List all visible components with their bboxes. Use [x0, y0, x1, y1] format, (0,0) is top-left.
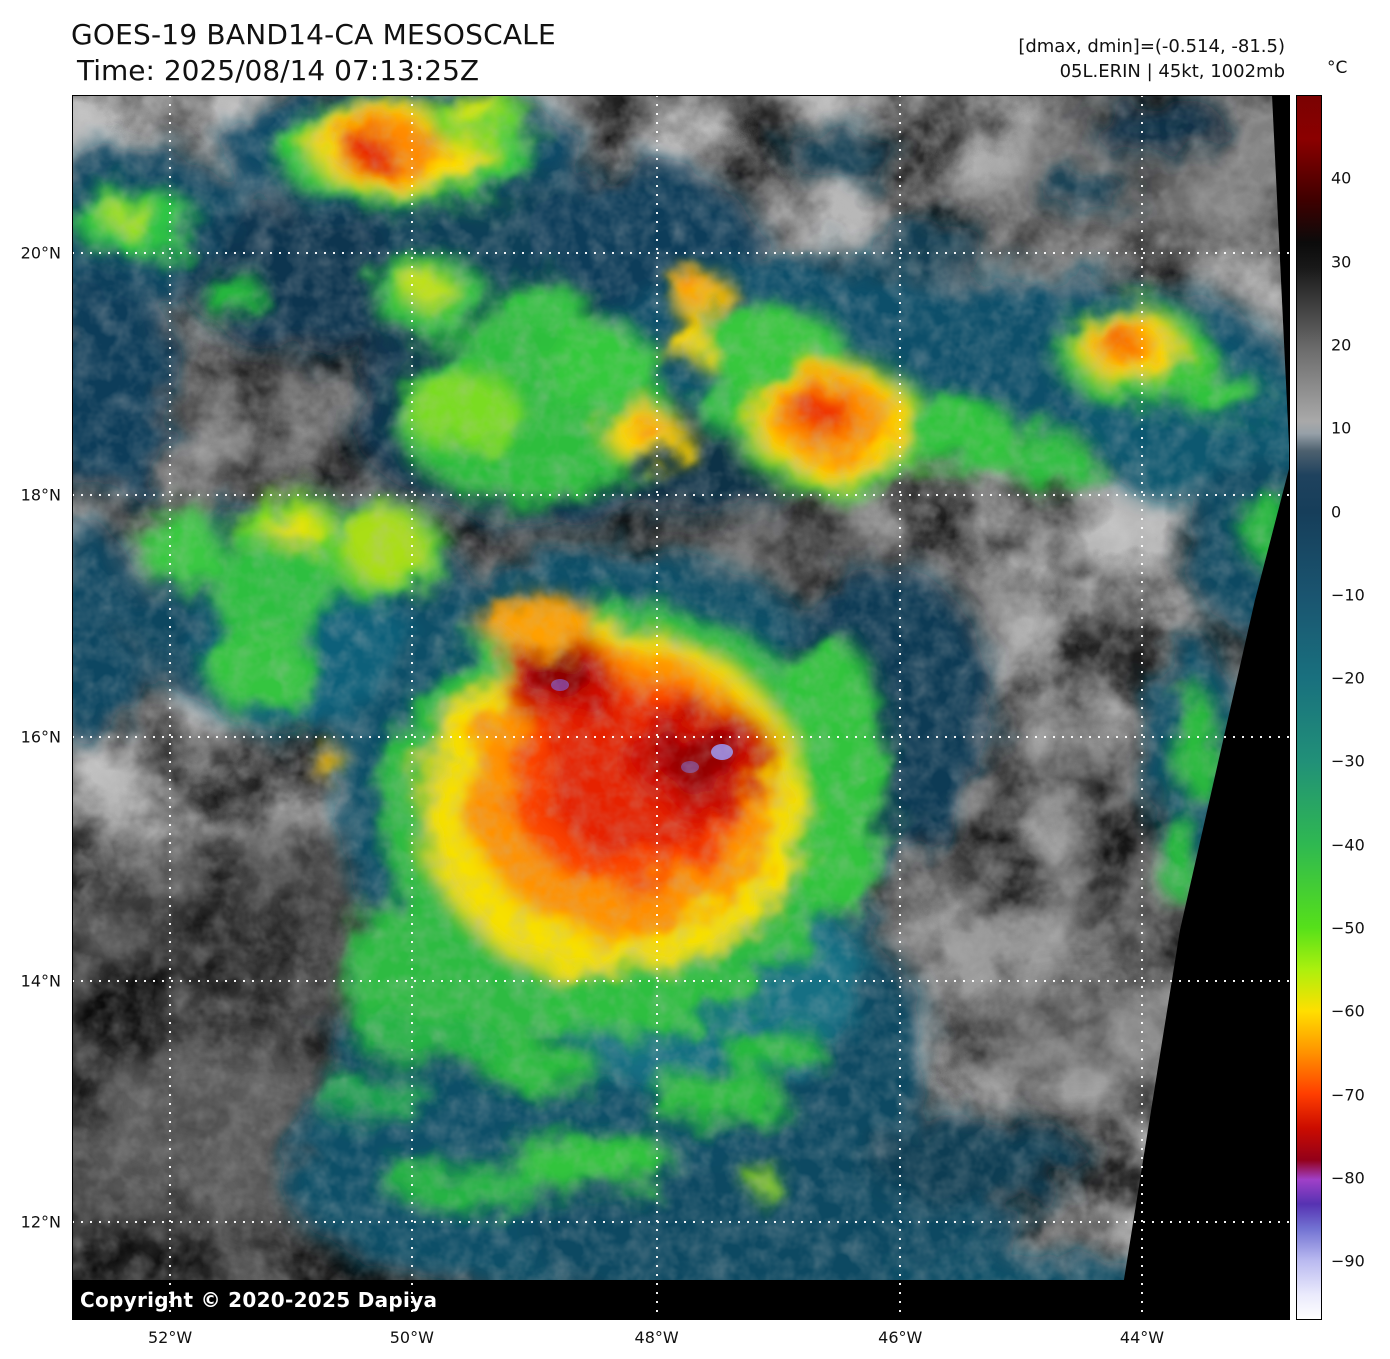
lat-tick-label: 14°N — [20, 971, 61, 991]
lat-tick-label: 20°N — [20, 243, 61, 263]
colorbar-tick-label: −60 — [1331, 1001, 1365, 1021]
colorbar-tick-label: −80 — [1331, 1168, 1365, 1188]
latitude-axis: 20°N 18°N 16°N 14°N 12°N — [0, 95, 66, 1320]
plot-title: GOES-19 BAND14-CA MESOSCALE — [71, 18, 556, 51]
no-data-region — [72, 95, 1290, 1320]
longitude-axis: 52°W 50°W 48°W 46°W 44°W — [72, 1322, 1290, 1352]
dmax-dmin-annotation: [dmax, dmin]=(-0.514, -81.5) — [1018, 36, 1285, 57]
colorbar-tick-label: 10 — [1331, 418, 1352, 438]
colorbar-tick-label: −90 — [1331, 1251, 1365, 1271]
copyright-watermark: Copyright © 2020-2025 Dapiya — [80, 1288, 438, 1312]
lat-tick-label: 18°N — [20, 485, 61, 505]
lat-tick-label: 12°N — [20, 1212, 61, 1232]
lon-tick-label: 52°W — [147, 1328, 193, 1347]
colorbar-tick-label: 20 — [1331, 335, 1352, 355]
lon-tick-label: 48°W — [634, 1328, 679, 1347]
plot-timestamp: Time: 2025/08/14 07:13:25Z — [77, 54, 480, 87]
lon-tick-label: 46°W — [878, 1328, 923, 1347]
colorbar-tick-label: 30 — [1331, 252, 1352, 272]
colorbar-tick-label: 40 — [1331, 168, 1352, 188]
colorbar-tick-label: −10 — [1331, 585, 1365, 605]
colorbar-tick-label: −30 — [1331, 751, 1365, 771]
lon-tick-label: 44°W — [1119, 1328, 1165, 1347]
annotation-block: [dmax, dmin]=(-0.514, -81.5) 05L.ERIN | … — [1018, 34, 1285, 84]
colorbar-tick-label: −40 — [1331, 835, 1365, 855]
colorbar-tick-label: −50 — [1331, 918, 1365, 938]
satellite-map: Copyright © 2020-2025 Dapiya — [72, 95, 1290, 1320]
speckle-texture — [72, 95, 1290, 1320]
colorbar-tick-labels: 40 30 20 10 0 −10 −20 −30 −40 −50 −60 −70 −80 −90 — [1331, 95, 1389, 1320]
colorbar-tick-label: −70 — [1331, 1085, 1365, 1105]
temperature-colorbar — [1296, 95, 1322, 1320]
lon-tick-label: 50°W — [389, 1328, 434, 1347]
lat-tick-label: 16°N — [20, 727, 61, 747]
colorbar-tick-label: −20 — [1331, 668, 1365, 688]
graticule-gridlines — [72, 95, 1290, 1320]
storm-annotation: 05L.ERIN | 45kt, 1002mb — [1059, 61, 1285, 82]
colorbar-unit-label: °C — [1327, 58, 1348, 78]
colorbar-tick-label: 0 — [1331, 502, 1342, 521]
satellite-imagery — [72, 95, 1290, 1320]
